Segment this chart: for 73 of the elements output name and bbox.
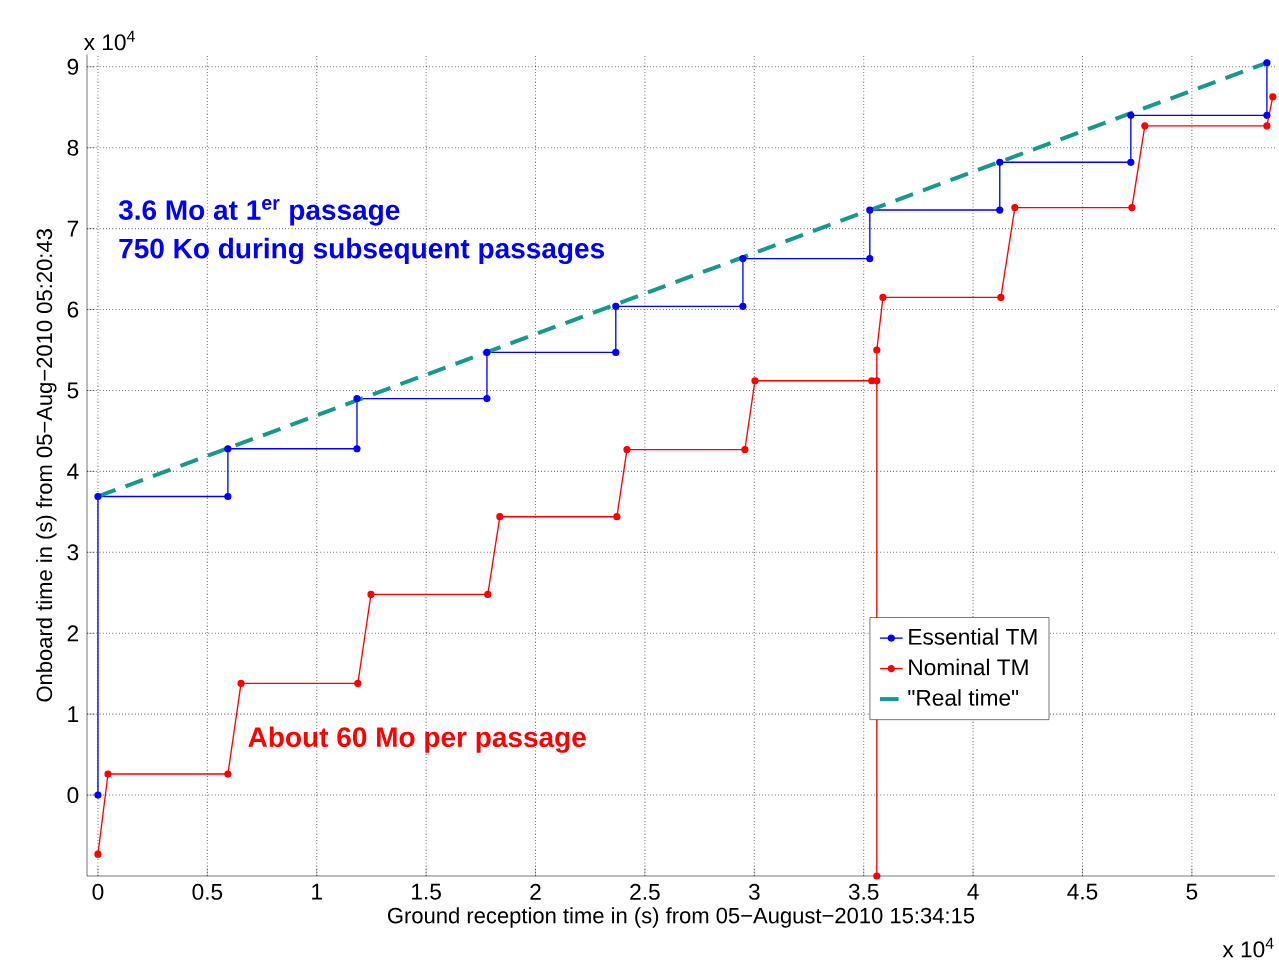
point (1127, 158, 1135, 166)
x-tick-label: 5 (1186, 883, 1198, 900)
point (612, 348, 620, 357)
point (237, 679, 245, 687)
y-tick-label: 5 (67, 382, 79, 399)
point (1127, 111, 1135, 119)
point (353, 445, 361, 453)
point (866, 254, 874, 263)
point (751, 377, 759, 385)
point (613, 513, 621, 521)
text: x 10$^{4}$ (83, 30, 135, 51)
point (496, 513, 504, 521)
point (879, 293, 887, 302)
point (94, 850, 102, 858)
point (483, 394, 491, 403)
point (367, 590, 375, 598)
point (1269, 93, 1277, 101)
y-tick-label: 4 (67, 463, 79, 480)
legend-label: "Real time" (908, 689, 1019, 706)
point (996, 158, 1004, 166)
point (996, 206, 1004, 214)
y-tick-label: 9 (67, 58, 79, 75)
point (94, 791, 102, 799)
point (224, 445, 232, 453)
point (104, 770, 112, 778)
annotation: 3.6 Mo at 1$^{er}$ passage (118, 199, 400, 226)
x-axis-title: Ground reception time in (s) from 05−August−2010 15:34:15 (387, 907, 975, 928)
point (873, 377, 881, 385)
y-tick-label: 8 (67, 139, 79, 156)
point (866, 206, 874, 214)
point (873, 346, 881, 354)
y-tick-label: 3 (67, 544, 79, 561)
point (224, 770, 232, 778)
point (484, 590, 492, 598)
point (224, 492, 232, 501)
point (997, 293, 1005, 302)
x-tick-label: 4.5 (1067, 883, 1098, 900)
point (1263, 122, 1271, 130)
point (623, 445, 631, 454)
point (612, 302, 620, 310)
y-tick-label: 7 (67, 220, 79, 237)
y-tick-label: 1 (68, 706, 79, 722)
point (353, 394, 361, 403)
point (1141, 122, 1149, 130)
text: x 10$^{4}$ (1222, 937, 1274, 958)
x-tick-label: 3 (748, 883, 760, 900)
x-tick-label: 2.5 (630, 883, 660, 900)
point (741, 445, 749, 454)
x-tick-label: 1.5 (412, 883, 441, 900)
x-tick-label: 4 (967, 883, 979, 900)
point (1263, 111, 1271, 119)
x-tick-label: 2 (530, 883, 541, 900)
point (739, 254, 747, 263)
point (354, 679, 362, 687)
y-tick-label: 0 (67, 787, 79, 804)
y-tick-label: 6 (67, 301, 79, 318)
legend-label: Essential TM (909, 628, 1037, 645)
point (1263, 59, 1271, 67)
point (1128, 204, 1136, 212)
x-tick-label: 0 (92, 883, 104, 900)
point (739, 302, 747, 310)
y-axis-title: Onboard time in (s) from 05−Aug−2010 05:20:43 (36, 229, 57, 702)
legend-label: Nominal TM (909, 658, 1028, 676)
x-tick-label: 3.5 (848, 883, 879, 900)
x-tick-label: 1 (312, 883, 322, 900)
y-tick-label: 2 (67, 625, 79, 642)
point (1011, 204, 1019, 212)
point (94, 492, 102, 501)
annotation: About 60 Mo per passage (248, 726, 586, 753)
x-tick-label: 0.5 (192, 883, 223, 900)
point (483, 348, 491, 357)
annotation: 750 Ko during subsequent passages (119, 237, 605, 265)
point (873, 872, 881, 880)
